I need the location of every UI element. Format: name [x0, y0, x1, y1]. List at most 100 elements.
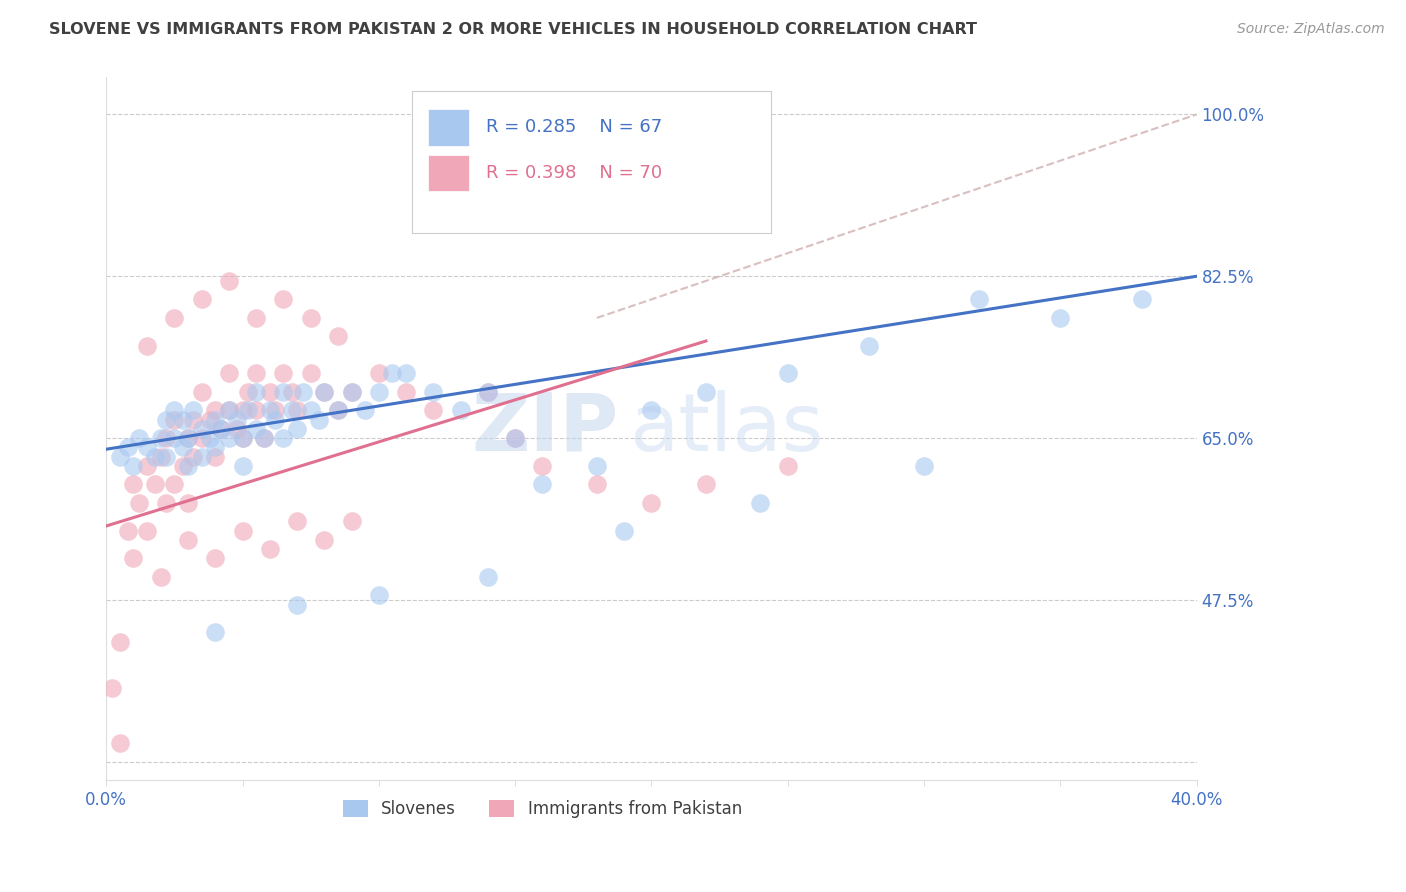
Point — [108, 450, 131, 464]
Point — [177, 458, 200, 473]
Point — [531, 458, 554, 473]
Point — [264, 403, 287, 417]
Point — [136, 524, 159, 538]
Point — [155, 412, 177, 426]
Point — [326, 403, 349, 417]
Point — [177, 533, 200, 547]
Point — [367, 384, 389, 399]
Point — [299, 367, 322, 381]
Point — [1130, 293, 1153, 307]
Point — [776, 367, 799, 381]
Point — [177, 431, 200, 445]
Point — [264, 412, 287, 426]
Point — [381, 367, 404, 381]
Point — [640, 496, 662, 510]
Point — [172, 458, 194, 473]
Point — [395, 367, 418, 381]
Point — [273, 384, 295, 399]
Point — [285, 514, 308, 528]
Point — [367, 367, 389, 381]
Point — [308, 412, 330, 426]
Point — [226, 412, 249, 426]
Point — [340, 384, 363, 399]
Point — [477, 570, 499, 584]
Point — [218, 274, 240, 288]
Point — [204, 412, 226, 426]
Point — [128, 496, 150, 510]
Point — [122, 458, 145, 473]
Point — [253, 431, 276, 445]
Point — [172, 412, 194, 426]
Point — [163, 403, 186, 417]
Point — [477, 384, 499, 399]
Text: atlas: atlas — [630, 390, 824, 468]
Point — [128, 431, 150, 445]
Point — [190, 422, 212, 436]
Point — [183, 403, 205, 417]
Point — [245, 384, 267, 399]
FancyBboxPatch shape — [412, 92, 772, 234]
Point — [204, 625, 226, 640]
Point — [155, 496, 177, 510]
Point — [149, 450, 172, 464]
Point — [177, 496, 200, 510]
Point — [163, 310, 186, 325]
Point — [100, 681, 122, 695]
Point — [204, 441, 226, 455]
Legend: Slovenes, Immigrants from Pakistan: Slovenes, Immigrants from Pakistan — [336, 793, 748, 825]
Point — [218, 403, 240, 417]
Point — [122, 477, 145, 491]
Point — [172, 441, 194, 455]
Point — [291, 384, 314, 399]
Point — [190, 431, 212, 445]
Point — [640, 403, 662, 417]
Point — [259, 384, 281, 399]
Point — [143, 477, 166, 491]
Point — [531, 477, 554, 491]
Point — [586, 477, 609, 491]
Point — [422, 384, 444, 399]
Point — [236, 403, 259, 417]
Point — [299, 403, 322, 417]
Point — [198, 431, 221, 445]
Point — [218, 367, 240, 381]
Point — [273, 293, 295, 307]
Text: R = 0.398    N = 70: R = 0.398 N = 70 — [485, 164, 662, 182]
Point — [231, 524, 253, 538]
Point — [136, 338, 159, 352]
Point — [299, 310, 322, 325]
Point — [209, 422, 232, 436]
Point — [450, 403, 472, 417]
Point — [326, 403, 349, 417]
Point — [695, 477, 717, 491]
Point — [155, 431, 177, 445]
Point — [314, 384, 336, 399]
Point — [143, 450, 166, 464]
Point — [231, 431, 253, 445]
Point — [285, 422, 308, 436]
Point — [117, 441, 139, 455]
Point — [367, 588, 389, 602]
Point — [183, 412, 205, 426]
Point — [245, 310, 267, 325]
Point — [749, 496, 772, 510]
Point — [117, 524, 139, 538]
Point — [395, 384, 418, 399]
Point — [245, 403, 267, 417]
Bar — [427, 109, 470, 145]
Point — [326, 329, 349, 343]
Point — [198, 412, 221, 426]
Point — [586, 458, 609, 473]
Point — [259, 403, 281, 417]
Bar — [427, 154, 470, 191]
Point — [280, 384, 302, 399]
Point — [236, 384, 259, 399]
Point — [776, 458, 799, 473]
Point — [122, 551, 145, 566]
Point — [273, 367, 295, 381]
Point — [503, 431, 526, 445]
Point — [314, 533, 336, 547]
Text: Source: ZipAtlas.com: Source: ZipAtlas.com — [1237, 22, 1385, 37]
Point — [1049, 310, 1071, 325]
Point — [912, 458, 935, 473]
